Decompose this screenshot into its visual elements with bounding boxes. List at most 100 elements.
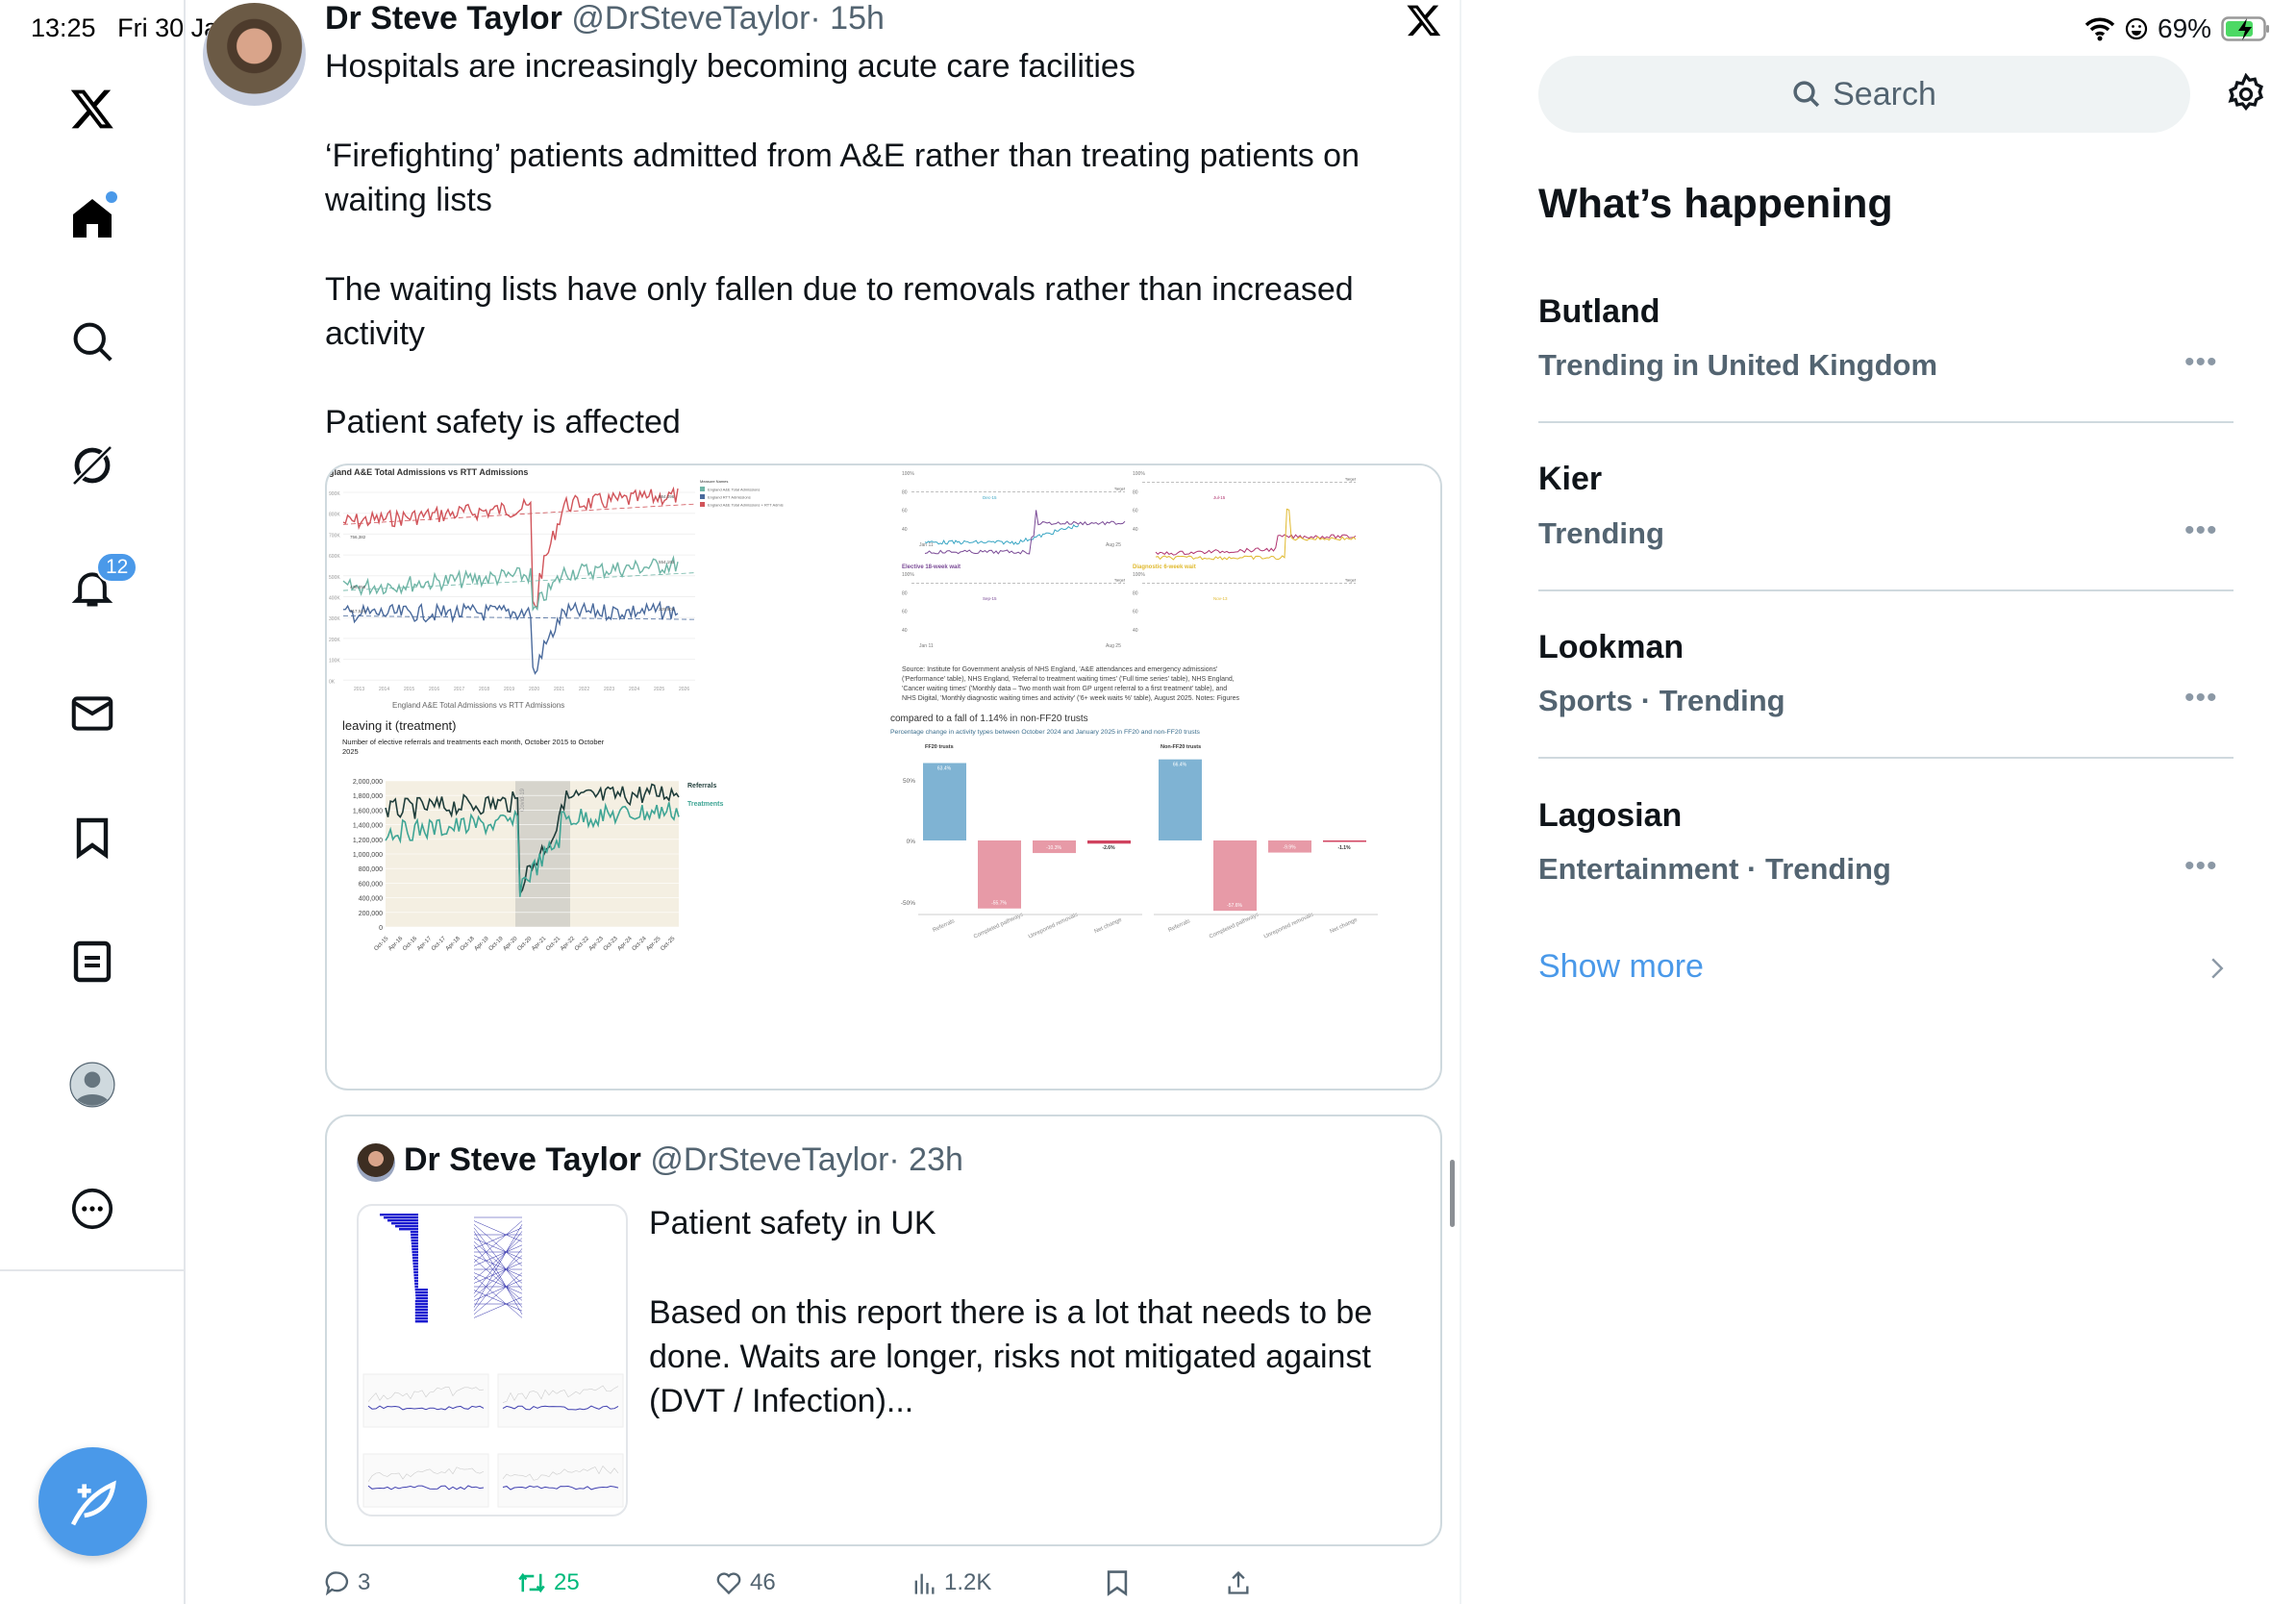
x-tick: 2019 — [504, 687, 514, 692]
thumb-bar — [413, 1271, 418, 1274]
chevron-right-icon[interactable] — [2209, 956, 2225, 981]
repost-button[interactable]: 25 — [517, 1564, 580, 1602]
sidebar-divider — [0, 1269, 186, 1271]
search-icon[interactable] — [63, 313, 121, 370]
author-avatar[interactable] — [203, 3, 306, 106]
thumb-bar — [415, 1297, 428, 1300]
thumb-bar — [391, 1222, 418, 1225]
y-tick: 1,600,000 — [353, 808, 383, 815]
thumb-slope-line — [473, 1296, 523, 1318]
y-tick: 80 — [902, 590, 908, 596]
post-media-image[interactable]: gland A&E Total Admissions vs RTT Admiss… — [325, 464, 1442, 1090]
settings-gear-icon[interactable] — [2225, 73, 2267, 115]
thumb-panel — [362, 1453, 489, 1508]
trend-more-icon[interactable]: ••• — [2184, 346, 2218, 378]
focus-smiley-icon — [2125, 17, 2148, 40]
thumb-line — [367, 1485, 485, 1491]
thumb-line — [367, 1466, 485, 1482]
y-tick: 100K — [329, 659, 340, 664]
reply-button[interactable]: 3 — [323, 1564, 370, 1602]
notifications-bell-icon[interactable]: 12 — [63, 552, 138, 617]
trend-more-icon[interactable]: ••• — [2184, 850, 2218, 882]
messages-mail-icon[interactable] — [63, 685, 121, 742]
source-text: Source: Institute for Government analysi… — [902, 666, 1217, 673]
like-button[interactable]: 46 — [715, 1564, 776, 1602]
scrollbar-thumb[interactable] — [1450, 1160, 1455, 1227]
lists-icon[interactable] — [63, 933, 121, 990]
x-tick: Oct-15 — [373, 936, 389, 952]
annotation: Jul-15 — [1213, 495, 1226, 500]
series-line — [342, 600, 679, 675]
y-tick: 100% — [1133, 471, 1145, 477]
compose-post-button[interactable] — [38, 1447, 147, 1556]
trend-title[interactable]: Butland — [1538, 293, 1660, 330]
profile-avatar-icon[interactable] — [63, 1056, 121, 1114]
show-more-link[interactable]: Show more — [1538, 948, 1704, 985]
legend-label: Referrals — [687, 783, 716, 789]
x-tick: Apr-24 — [617, 936, 634, 952]
thumb-bar — [412, 1245, 418, 1248]
thumbnail-charts — [362, 1214, 624, 1508]
legend-label: Treatments — [687, 801, 723, 808]
quoted-text-line: Patient safety in UK — [649, 1205, 936, 1241]
x-tick: Oct-17 — [431, 936, 447, 952]
chart-subtitle: Percentage change in activity types betw… — [890, 729, 1201, 736]
share-button[interactable] — [1226, 1564, 1251, 1602]
thumb-bar — [413, 1274, 418, 1277]
y-tick: 500K — [329, 575, 340, 581]
bookmark-button[interactable] — [1106, 1564, 1129, 1602]
legend-title: Measure Names — [700, 479, 728, 484]
quoted-post[interactable]: Dr Steve Taylor @DrSteveTaylor· 23h Pati… — [325, 1115, 1442, 1546]
x-tick: Aug 25 — [1106, 643, 1121, 649]
x-tick: 2025 — [654, 687, 664, 692]
x-logo-icon[interactable] — [63, 80, 121, 138]
bookmarks-icon[interactable] — [63, 809, 121, 866]
x-tick: Aug 25 — [1106, 542, 1121, 548]
trend-more-icon[interactable]: ••• — [2184, 682, 2218, 714]
post-text-line: The waiting lists have only fallen due t… — [325, 271, 1354, 308]
thumb-bar — [412, 1260, 418, 1263]
thumb-bar — [412, 1254, 418, 1257]
bar-label: -2.6% — [1102, 845, 1115, 851]
y-tick: 600K — [329, 554, 340, 560]
views-button[interactable]: 1.2K — [911, 1564, 991, 1602]
thumb-line — [367, 1387, 485, 1402]
search-input[interactable]: Search — [1538, 56, 2190, 133]
reply-count: 3 — [358, 1569, 371, 1595]
treatments-line — [385, 802, 680, 897]
y-tick: 100% — [1133, 572, 1145, 578]
y-tick: 800K — [329, 513, 340, 518]
bar-label: -55.7% — [991, 901, 1007, 907]
quoted-media-thumbnail[interactable] — [357, 1204, 628, 1516]
sidebar: 12 — [0, 0, 186, 1604]
x-tick: Apr-18 — [445, 936, 462, 952]
bar-label: -1.1% — [1337, 845, 1351, 851]
trend-title[interactable]: Kier — [1538, 461, 1603, 497]
y-tick: 400K — [329, 596, 340, 602]
x-tick: Oct-19 — [488, 936, 505, 952]
quoted-post-header: Dr Steve Taylor @DrSteveTaylor· 23h — [404, 1141, 963, 1179]
trend-more-icon[interactable]: ••• — [2184, 514, 2218, 546]
post-text-line: Patient safety is affected — [325, 404, 681, 440]
source-text: NHS Digital, 'Monthly diagnostic waiting… — [902, 695, 1240, 702]
trend-title[interactable]: Lagosian — [1538, 797, 1683, 834]
home-icon[interactable] — [63, 189, 121, 247]
y-tick: 900K — [329, 491, 340, 497]
author-name[interactable]: Dr Steve Taylor — [325, 0, 562, 37]
x-logo-icon[interactable] — [1406, 2, 1442, 38]
author-handle[interactable]: @DrSteveTaylor — [571, 0, 811, 37]
x-tick: 2023 — [604, 687, 614, 692]
annotation: Dec-15 — [983, 495, 997, 500]
x-tick: 2013 — [354, 687, 364, 692]
y-tick: 40 — [1133, 628, 1138, 634]
thumb-bar — [413, 1277, 418, 1280]
thumb-bar — [414, 1283, 418, 1286]
bar — [923, 763, 966, 840]
y-tick: 1,200,000 — [353, 838, 383, 844]
quoted-post-time: · 23h — [888, 1141, 963, 1178]
thumb-slope-line — [473, 1220, 523, 1263]
thumb-panel — [497, 1373, 624, 1428]
trend-title[interactable]: Lookman — [1538, 629, 1685, 665]
grok-icon[interactable] — [63, 437, 121, 494]
more-circle-icon[interactable] — [63, 1180, 121, 1238]
